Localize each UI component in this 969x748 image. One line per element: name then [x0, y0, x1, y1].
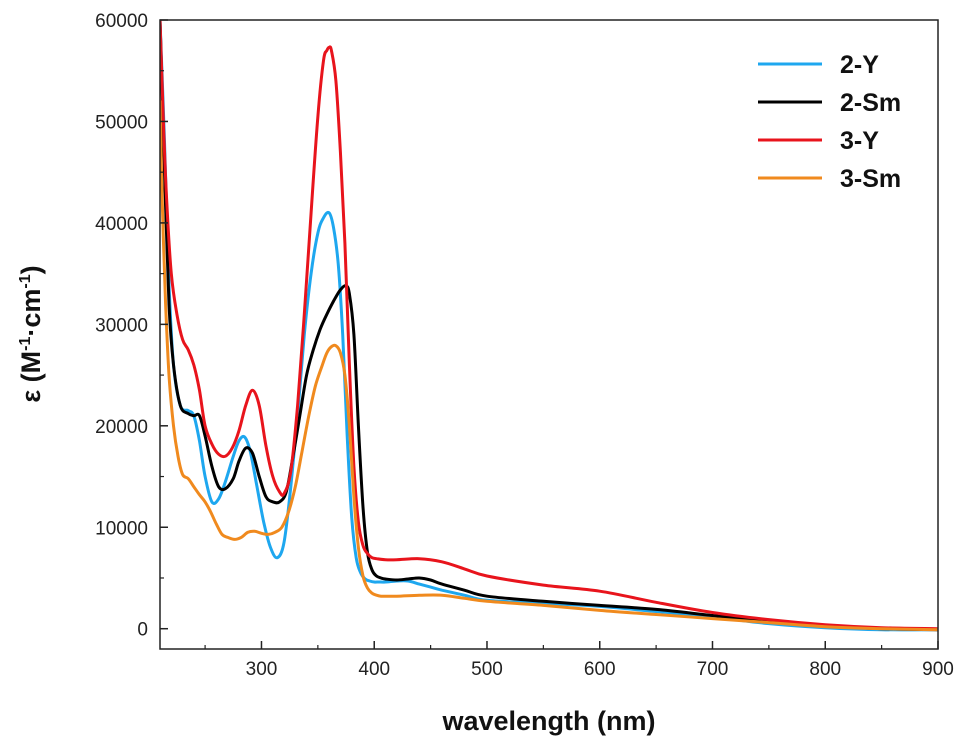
- y-tick-label: 40000: [95, 214, 148, 235]
- x-axis-title: wavelength (nm): [441, 706, 655, 736]
- y-axis: 0 10000 20000 30000 40000 50000 60000: [95, 11, 168, 641]
- x-axis: 300 400 500 600 700 800 900: [204, 641, 954, 680]
- y-tick-label: 60000: [95, 11, 148, 32]
- x-tick-label: 800: [809, 659, 841, 680]
- legend-label: 2-Sm: [840, 89, 901, 117]
- x-tick-label: 400: [358, 659, 390, 680]
- legend-label: 3-Sm: [840, 165, 901, 193]
- y-tick-label: 10000: [95, 518, 148, 539]
- x-tick-label: 700: [697, 659, 729, 680]
- legend-label: 2-Y: [840, 51, 879, 79]
- y-tick-label: 20000: [95, 417, 148, 438]
- legend-label: 3-Y: [840, 127, 879, 155]
- x-tick-label: 500: [471, 659, 503, 680]
- series-line-3-sm: [160, 99, 938, 632]
- x-tick-label: 900: [922, 659, 954, 680]
- series-line-3-y: [160, 20, 938, 631]
- series-line-2-y: [160, 20, 938, 632]
- legend: 2-Y 2-Sm 3-Y 3-Sm: [758, 51, 901, 193]
- x-tick-label: 300: [246, 659, 278, 680]
- plot-frame: [159, 19, 939, 650]
- series-layer: [160, 20, 938, 632]
- y-axis-title: ε (M-1·cm-1): [16, 265, 46, 402]
- x-tick-label: 600: [584, 659, 616, 680]
- y-tick-label: 0: [137, 620, 148, 641]
- y-tick-label: 50000: [95, 112, 148, 133]
- series-line-2-sm: [160, 20, 938, 632]
- y-tick-label: 30000: [95, 315, 148, 336]
